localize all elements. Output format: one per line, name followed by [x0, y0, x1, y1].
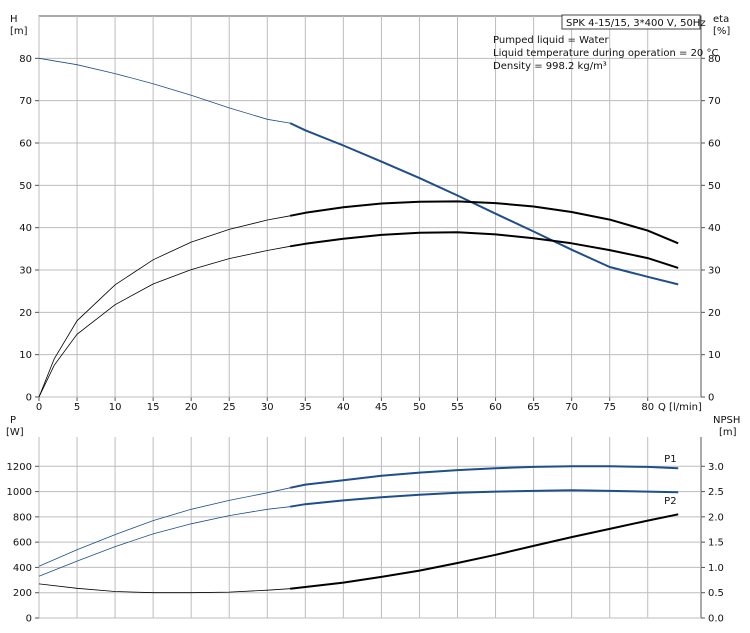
- y-tick-label-right: 30: [708, 266, 721, 277]
- bottom-series-1-full-range-line: [38, 506, 291, 577]
- y-tick-label-left: 10: [19, 350, 32, 361]
- x-tick-label: 0: [36, 402, 42, 413]
- x-axis-label: Q [l/min]: [658, 402, 702, 413]
- p-tick-label: 600: [13, 538, 32, 549]
- y-tick-label-left: 50: [19, 181, 32, 192]
- y-left-name-bottom: P: [10, 415, 16, 426]
- y-tick-label-left: 70: [19, 96, 32, 107]
- x-tick-label: 20: [185, 402, 198, 413]
- y-left-unit-bottom: [W]: [6, 427, 24, 438]
- p-tick-label: 1200: [7, 462, 32, 473]
- top-series-2-duty-range-line: [289, 231, 679, 269]
- x-tick-label: 60: [489, 402, 502, 413]
- annotation-density: Density = 998.2 kg/m³: [493, 61, 607, 72]
- x-tick-label: 35: [299, 402, 312, 413]
- annotation-liquid: Pumped liquid = Water: [493, 35, 610, 46]
- p-tick-label: 800: [13, 512, 32, 523]
- y-right-name-bottom: NPSH: [713, 415, 740, 426]
- x-tick-label: 65: [527, 402, 540, 413]
- top-series-0-full-range-line: [38, 57, 291, 124]
- y-tick-label-right: 50: [708, 181, 721, 192]
- npsh-tick-label: 2.0: [708, 512, 724, 523]
- bottom-gridlines: 0 0.0 200 0.5 400 1.0 600 1.5 800 2.0 1000 2.5 1200 3…: [7, 437, 724, 625]
- y-left-name-top: H: [10, 14, 18, 25]
- y-tick-label-left: 60: [19, 139, 32, 150]
- y-right-unit-top: [%]: [713, 26, 730, 37]
- npsh-tick-label: 3.0: [708, 462, 724, 473]
- y-tick-label-right: 40: [708, 223, 721, 234]
- npsh-tick-label: 2.5: [708, 487, 724, 498]
- p-tick-label: 400: [13, 563, 32, 574]
- labels-group: H [m] eta [%] SPK 4-15/15, 3*400 V, 50Hz…: [6, 14, 740, 438]
- y-tick-label-left: 20: [19, 308, 32, 319]
- y-left-unit-top: [m]: [10, 26, 28, 37]
- chart-title-box: [561, 14, 701, 30]
- bottom-series-0-full-range-line: [38, 487, 291, 567]
- x-tick-label: 25: [223, 402, 236, 413]
- x-tick-label: 40: [337, 402, 350, 413]
- y-tick-label-left: 40: [19, 223, 32, 234]
- bottom-series-2-full-range-line: [38, 583, 291, 594]
- x-tick-label: 70: [565, 402, 578, 413]
- x-tick-label: 5: [74, 402, 80, 413]
- chart-title: SPK 4-15/15, 3*400 V, 50Hz: [566, 18, 706, 29]
- x-tick-label: 55: [451, 402, 464, 413]
- y-tick-label-right: 80: [708, 54, 721, 65]
- top-gridlines: 0 5 10 15 20 25 30 35 40 45 50 55 60 65 70 75 800 010 1020…: [19, 15, 721, 413]
- series-label-p1: P1: [664, 454, 676, 465]
- y-right-unit-bottom: [m]: [719, 427, 737, 438]
- top-series-1-duty-range-line: [289, 200, 679, 245]
- x-tick-label: 45: [375, 402, 388, 413]
- y-tick-label-left: 30: [19, 266, 32, 277]
- bottom-series-2-duty-range-line: [289, 513, 679, 590]
- y-tick-label-right: 20: [708, 308, 721, 319]
- top-plot-frame: [38, 15, 702, 398]
- p-tick-label: 1000: [7, 487, 32, 498]
- npsh-tick-label: 0.0: [708, 614, 724, 625]
- p-tick-label: 200: [13, 588, 32, 599]
- x-tick-label: 30: [261, 402, 274, 413]
- y-tick-label-left: 0: [26, 393, 32, 404]
- annotation-temperature: Liquid temperature during operation = 20…: [493, 48, 718, 59]
- top-series-0-duty-range-line: [289, 122, 679, 286]
- x-tick-label: 50: [413, 402, 426, 413]
- top-series-group: [38, 57, 679, 398]
- y-tick-label-left: 80: [19, 54, 32, 65]
- bottom-series-1-duty-range-line: [289, 489, 679, 508]
- top-series-2-full-range-line: [38, 245, 291, 398]
- npsh-tick-label: 1.5: [708, 538, 724, 549]
- top-series-1-full-range-line: [38, 215, 291, 398]
- series-label-p2: P2: [664, 496, 676, 507]
- x-tick-label: 10: [109, 402, 122, 413]
- bottom-series-0-duty-range-line: [289, 465, 679, 489]
- npsh-tick-label: 1.0: [708, 563, 724, 574]
- y-tick-label-right: 70: [708, 96, 721, 107]
- y-tick-label-right: 10: [708, 350, 721, 361]
- bottom-series-group: P1 P2: [38, 454, 679, 594]
- npsh-tick-label: 0.5: [708, 588, 724, 599]
- y-tick-label-right: 0: [708, 393, 714, 404]
- x-tick-label: 75: [603, 402, 616, 413]
- y-tick-label-right: 60: [708, 139, 721, 150]
- p-tick-label: 0: [26, 614, 32, 625]
- x-tick-label: 15: [147, 402, 160, 413]
- y-right-name-top: eta: [713, 14, 729, 25]
- x-tick-label: 80: [641, 402, 654, 413]
